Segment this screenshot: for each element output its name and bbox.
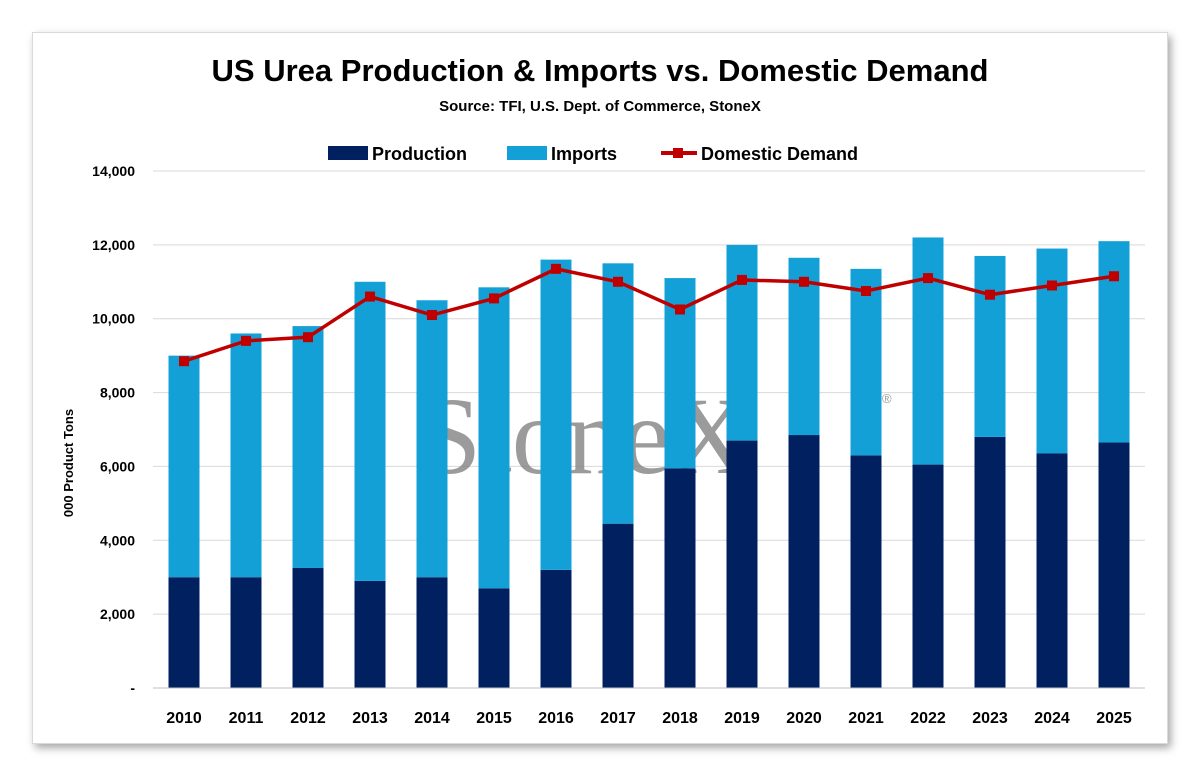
imports-bar xyxy=(912,237,944,465)
production-bar xyxy=(726,440,758,688)
x-tick-label: 2012 xyxy=(290,710,326,727)
production-bar xyxy=(602,523,634,688)
imports-bar xyxy=(850,268,882,456)
production-bar xyxy=(1036,453,1068,688)
chart-subtitle: Source: TFI, U.S. Dept. of Commerce, Sto… xyxy=(439,98,761,115)
y-tick-label: 4,000 xyxy=(100,532,135,548)
production-bar xyxy=(354,580,386,688)
production-bar xyxy=(292,567,324,688)
x-tick-label: 2023 xyxy=(972,710,1008,727)
bars xyxy=(168,237,1130,688)
y-axis-label: 000 Product Tons xyxy=(61,409,76,517)
production-bar xyxy=(788,435,820,688)
demand-point xyxy=(613,276,623,287)
legend-swatch-production xyxy=(328,146,368,160)
demand-point xyxy=(551,263,561,274)
imports-bar xyxy=(292,326,324,568)
x-tick-label: 2020 xyxy=(786,710,822,727)
imports-bar xyxy=(726,244,758,441)
chart: US Urea Production & Imports vs. Domesti… xyxy=(61,53,1145,727)
imports-bar xyxy=(602,263,634,524)
y-tick-label: 10,000 xyxy=(92,311,135,327)
x-tick-label: 2014 xyxy=(414,710,450,727)
imports-bar xyxy=(1036,248,1068,454)
y-tick-label: - xyxy=(130,680,135,696)
demand-point xyxy=(799,276,809,287)
legend-label-production: Production xyxy=(372,144,467,164)
production-bar xyxy=(230,577,262,688)
production-bar xyxy=(912,464,944,688)
imports-bar xyxy=(540,259,572,570)
production-bar xyxy=(850,455,882,688)
demand-point xyxy=(923,273,933,284)
x-tick-label: 2018 xyxy=(662,710,698,727)
legend-swatch-imports xyxy=(507,146,547,160)
legend-marker-demand xyxy=(673,148,683,158)
imports-bar xyxy=(788,257,820,436)
x-tick-label: 2010 xyxy=(166,710,202,727)
x-tick-label: 2016 xyxy=(538,710,574,727)
y-tick-label: 2,000 xyxy=(100,606,135,622)
imports-bar xyxy=(354,281,386,581)
production-bar xyxy=(1098,442,1130,688)
imports-bar xyxy=(974,255,1006,437)
imports-bar xyxy=(168,355,200,578)
demand-series-line xyxy=(183,267,1115,363)
x-tick-label: 2019 xyxy=(724,710,760,727)
y-tick-label: 8,000 xyxy=(100,385,135,401)
watermark-registered-mark: ® xyxy=(882,391,892,406)
x-tick-label: 2021 xyxy=(848,710,884,727)
demand-point xyxy=(179,356,189,367)
demand-point xyxy=(427,310,437,321)
chart-frame: US Urea Production & Imports vs. Domesti… xyxy=(32,32,1168,744)
x-tick-label: 2015 xyxy=(476,710,512,727)
production-bar xyxy=(168,577,200,688)
demand-point xyxy=(489,293,499,304)
legend-label-imports: Imports xyxy=(551,144,617,164)
production-bar xyxy=(478,588,510,688)
x-tick-label: 2025 xyxy=(1096,710,1132,727)
legend-label-demand: Domestic Demand xyxy=(701,144,858,164)
production-bar xyxy=(416,577,448,688)
x-tick-label: 2013 xyxy=(352,710,388,727)
chart-title: US Urea Production & Imports vs. Domesti… xyxy=(212,53,989,88)
x-tick-label: 2024 xyxy=(1034,710,1070,727)
demand-point xyxy=(985,289,995,300)
production-bar xyxy=(664,468,696,688)
imports-bar xyxy=(478,287,510,589)
demand-point xyxy=(737,274,747,285)
y-tick-label: 14,000 xyxy=(92,163,135,179)
x-tick-label: 2017 xyxy=(600,710,636,727)
legend: Production Imports Domestic Demand xyxy=(328,144,858,164)
production-bar xyxy=(974,436,1006,688)
imports-bar xyxy=(230,333,262,578)
demand-point xyxy=(861,286,871,297)
demand-point xyxy=(365,291,375,302)
y-tick-label: 6,000 xyxy=(100,458,135,474)
watermark-text: StoneX xyxy=(420,375,750,497)
x-tick-label: 2022 xyxy=(910,710,946,727)
demand-point xyxy=(241,335,251,346)
demand-point xyxy=(1109,271,1119,282)
production-bar xyxy=(540,569,572,688)
demand-point xyxy=(1047,280,1057,291)
y-tick-label: 12,000 xyxy=(92,237,135,253)
x-axis: 2010 2011 2012 2013 2014 2015 2016 2017 2018 2019… xyxy=(153,687,1145,727)
y-axis: - 2,000 4,000 6,000 8,000 10,000 12,000 14,000 xyxy=(92,163,135,696)
demand-line xyxy=(179,263,1119,367)
imports-bar xyxy=(416,300,448,578)
demand-point xyxy=(675,304,685,315)
demand-point xyxy=(303,332,313,343)
x-tick-label: 2011 xyxy=(229,710,264,727)
